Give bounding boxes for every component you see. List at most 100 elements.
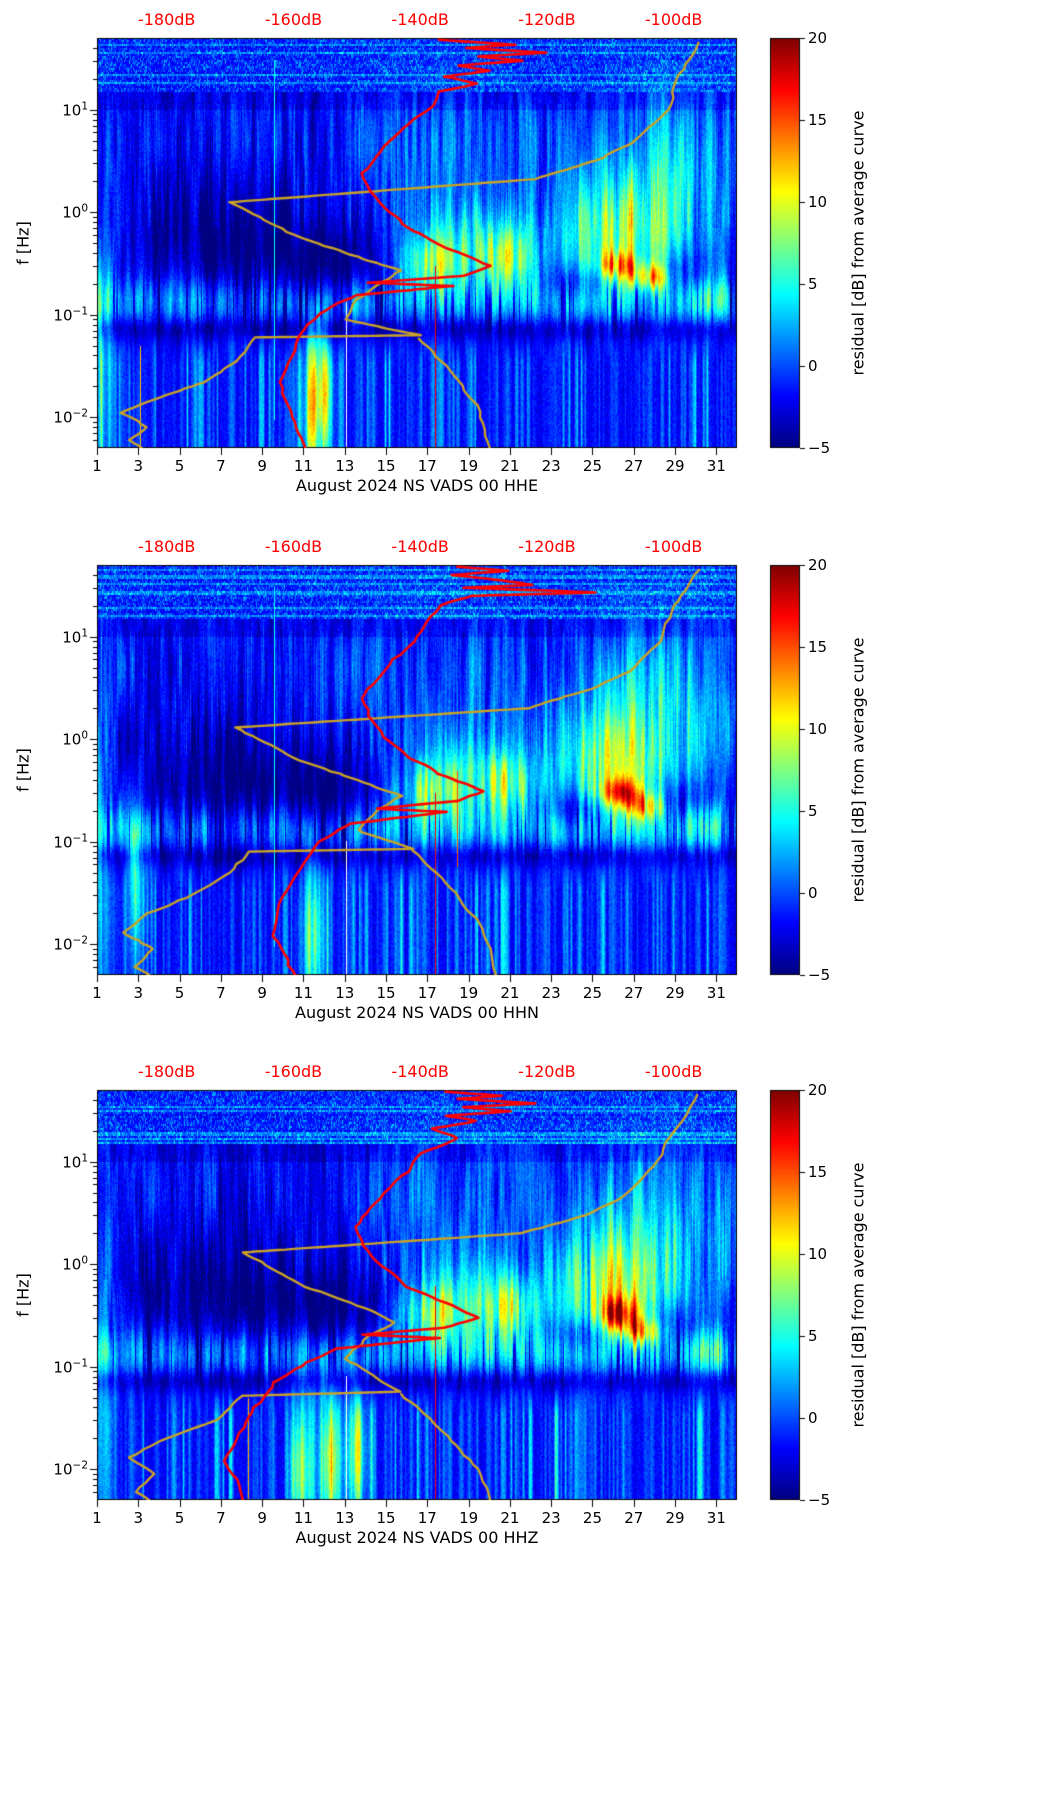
x-tick-label: 27	[624, 457, 644, 475]
colorbar-tick-label: 15	[808, 111, 828, 129]
x-tick-label: 5	[174, 457, 185, 475]
x-tick-label: 27	[624, 1509, 644, 1527]
x-tick-label: 25	[582, 984, 603, 1002]
y-tick-label: 10−2	[53, 1459, 88, 1479]
x-tick-label: 11	[293, 457, 313, 475]
x-tick-label: 19	[459, 1509, 479, 1527]
top-axis-tick-label: -160dB	[264, 1062, 323, 1081]
x-axis-label: August 2024 NS VADS 00 HHE	[295, 476, 539, 495]
top-axis-tick-label: -160dB	[264, 537, 323, 556]
colorbar-label: residual [dB] from average curve	[848, 1162, 868, 1428]
y-tick-label: 101	[62, 1152, 88, 1172]
x-tick-label: 21	[500, 457, 520, 475]
x-tick-label: 19	[459, 457, 479, 475]
x-axis-label: August 2024 NS VADS 00 HHZ	[295, 1528, 539, 1547]
colorbar-tick-label: 5	[808, 802, 818, 820]
top-axis-tick-label: -140dB	[391, 1062, 449, 1081]
x-tick-label: 3	[133, 1509, 144, 1527]
x-tick-label: 7	[216, 984, 226, 1002]
colorbar-tick-label: −5	[808, 966, 831, 984]
x-tick-label: 31	[706, 984, 726, 1002]
y-tick-label: 100	[62, 729, 88, 749]
x-tick-label: 13	[335, 1509, 355, 1527]
top-axis-tick-label: -100dB	[644, 1062, 703, 1081]
y-tick-label: 10−1	[53, 1357, 88, 1377]
top-axis-tick-label: -100dB	[644, 10, 703, 29]
x-tick-label: 23	[541, 457, 561, 475]
top-axis-tick-label: -120dB	[518, 10, 576, 29]
y-axis-label: f [Hz]	[13, 1273, 33, 1317]
x-tick-label: 17	[417, 984, 437, 1002]
colorbar-tick-label: −5	[808, 1491, 831, 1509]
x-tick-label: 21	[500, 1509, 520, 1527]
x-tick-label: 27	[624, 984, 644, 1002]
colorbar-tick-label: 15	[808, 638, 828, 656]
x-tick-label: 9	[257, 1509, 267, 1527]
y-tick-label: 100	[62, 1254, 88, 1274]
top-axis-tick-label: -140dB	[391, 10, 449, 29]
colorbar-tick-label: −5	[808, 439, 831, 457]
spectrogram-canvas-hhz	[0, 1082, 1052, 1508]
top-axis-tick-label: -100dB	[644, 537, 703, 556]
x-tick-label: 29	[665, 457, 685, 475]
x-tick-label: 7	[216, 457, 226, 475]
colorbar-tick-label: 20	[808, 556, 828, 574]
x-tick-label: 15	[376, 984, 396, 1002]
x-axis-label: August 2024 NS VADS 00 HHN	[295, 1003, 539, 1022]
colorbar-tick-label: 20	[808, 29, 828, 47]
colorbar-tick-label: 5	[808, 275, 818, 293]
x-tick-label: 9	[257, 984, 267, 1002]
x-tick-label: 31	[706, 457, 726, 475]
colorbar-tick-label: 20	[808, 1081, 828, 1099]
colorbar-tick-label: 15	[808, 1163, 828, 1181]
x-tick-label: 3	[133, 457, 144, 475]
y-tick-label: 101	[62, 627, 88, 647]
x-tick-label: 11	[293, 984, 313, 1002]
colorbar-tick-label: 0	[808, 884, 818, 902]
top-axis-tick-label: -120dB	[518, 1062, 576, 1081]
top-axis-tick-label: -140dB	[391, 537, 449, 556]
y-tick-label: 100	[62, 202, 88, 222]
x-tick-label: 3	[133, 984, 144, 1002]
x-tick-label: 23	[541, 1509, 561, 1527]
top-axis-tick-label: -180dB	[137, 537, 196, 556]
x-tick-label: 1	[92, 457, 102, 475]
x-tick-label: 11	[293, 1509, 313, 1527]
x-tick-label: 19	[459, 984, 479, 1002]
x-tick-label: 1	[92, 984, 102, 1002]
y-tick-label: 10−1	[53, 305, 88, 325]
top-axis-tick-label: -180dB	[137, 10, 196, 29]
x-tick-label: 31	[706, 1509, 726, 1527]
x-tick-label: 21	[500, 984, 520, 1002]
x-tick-label: 15	[376, 457, 396, 475]
x-tick-label: 17	[417, 457, 437, 475]
x-tick-label: 15	[376, 1509, 396, 1527]
x-tick-label: 13	[335, 457, 355, 475]
x-tick-label: 25	[582, 457, 603, 475]
colorbar-tick-label: 5	[808, 1327, 818, 1345]
top-axis-tick-label: -160dB	[264, 10, 323, 29]
x-tick-label: 25	[582, 1509, 603, 1527]
colorbar-tick-label: 10	[808, 1245, 828, 1263]
spectrogram-canvas-hhe	[0, 30, 1052, 456]
x-tick-label: 23	[541, 984, 561, 1002]
colorbar-tick-label: 0	[808, 357, 818, 375]
spectrogram-canvas-hhn	[0, 557, 1052, 983]
colorbar-tick-label: 10	[808, 193, 828, 211]
x-tick-label: 7	[216, 1509, 226, 1527]
x-tick-label: 5	[174, 1509, 185, 1527]
x-tick-label: 9	[257, 457, 267, 475]
colorbar-tick-label: 0	[808, 1409, 818, 1427]
top-axis-tick-label: -120dB	[518, 537, 576, 556]
x-tick-label: 13	[335, 984, 355, 1002]
x-tick-label: 17	[417, 1509, 437, 1527]
y-tick-label: 10−2	[53, 407, 88, 427]
colorbar-tick-label: 10	[808, 720, 828, 738]
y-tick-label: 10−1	[53, 832, 88, 852]
x-tick-label: 1	[92, 1509, 102, 1527]
x-tick-label: 29	[665, 984, 685, 1002]
